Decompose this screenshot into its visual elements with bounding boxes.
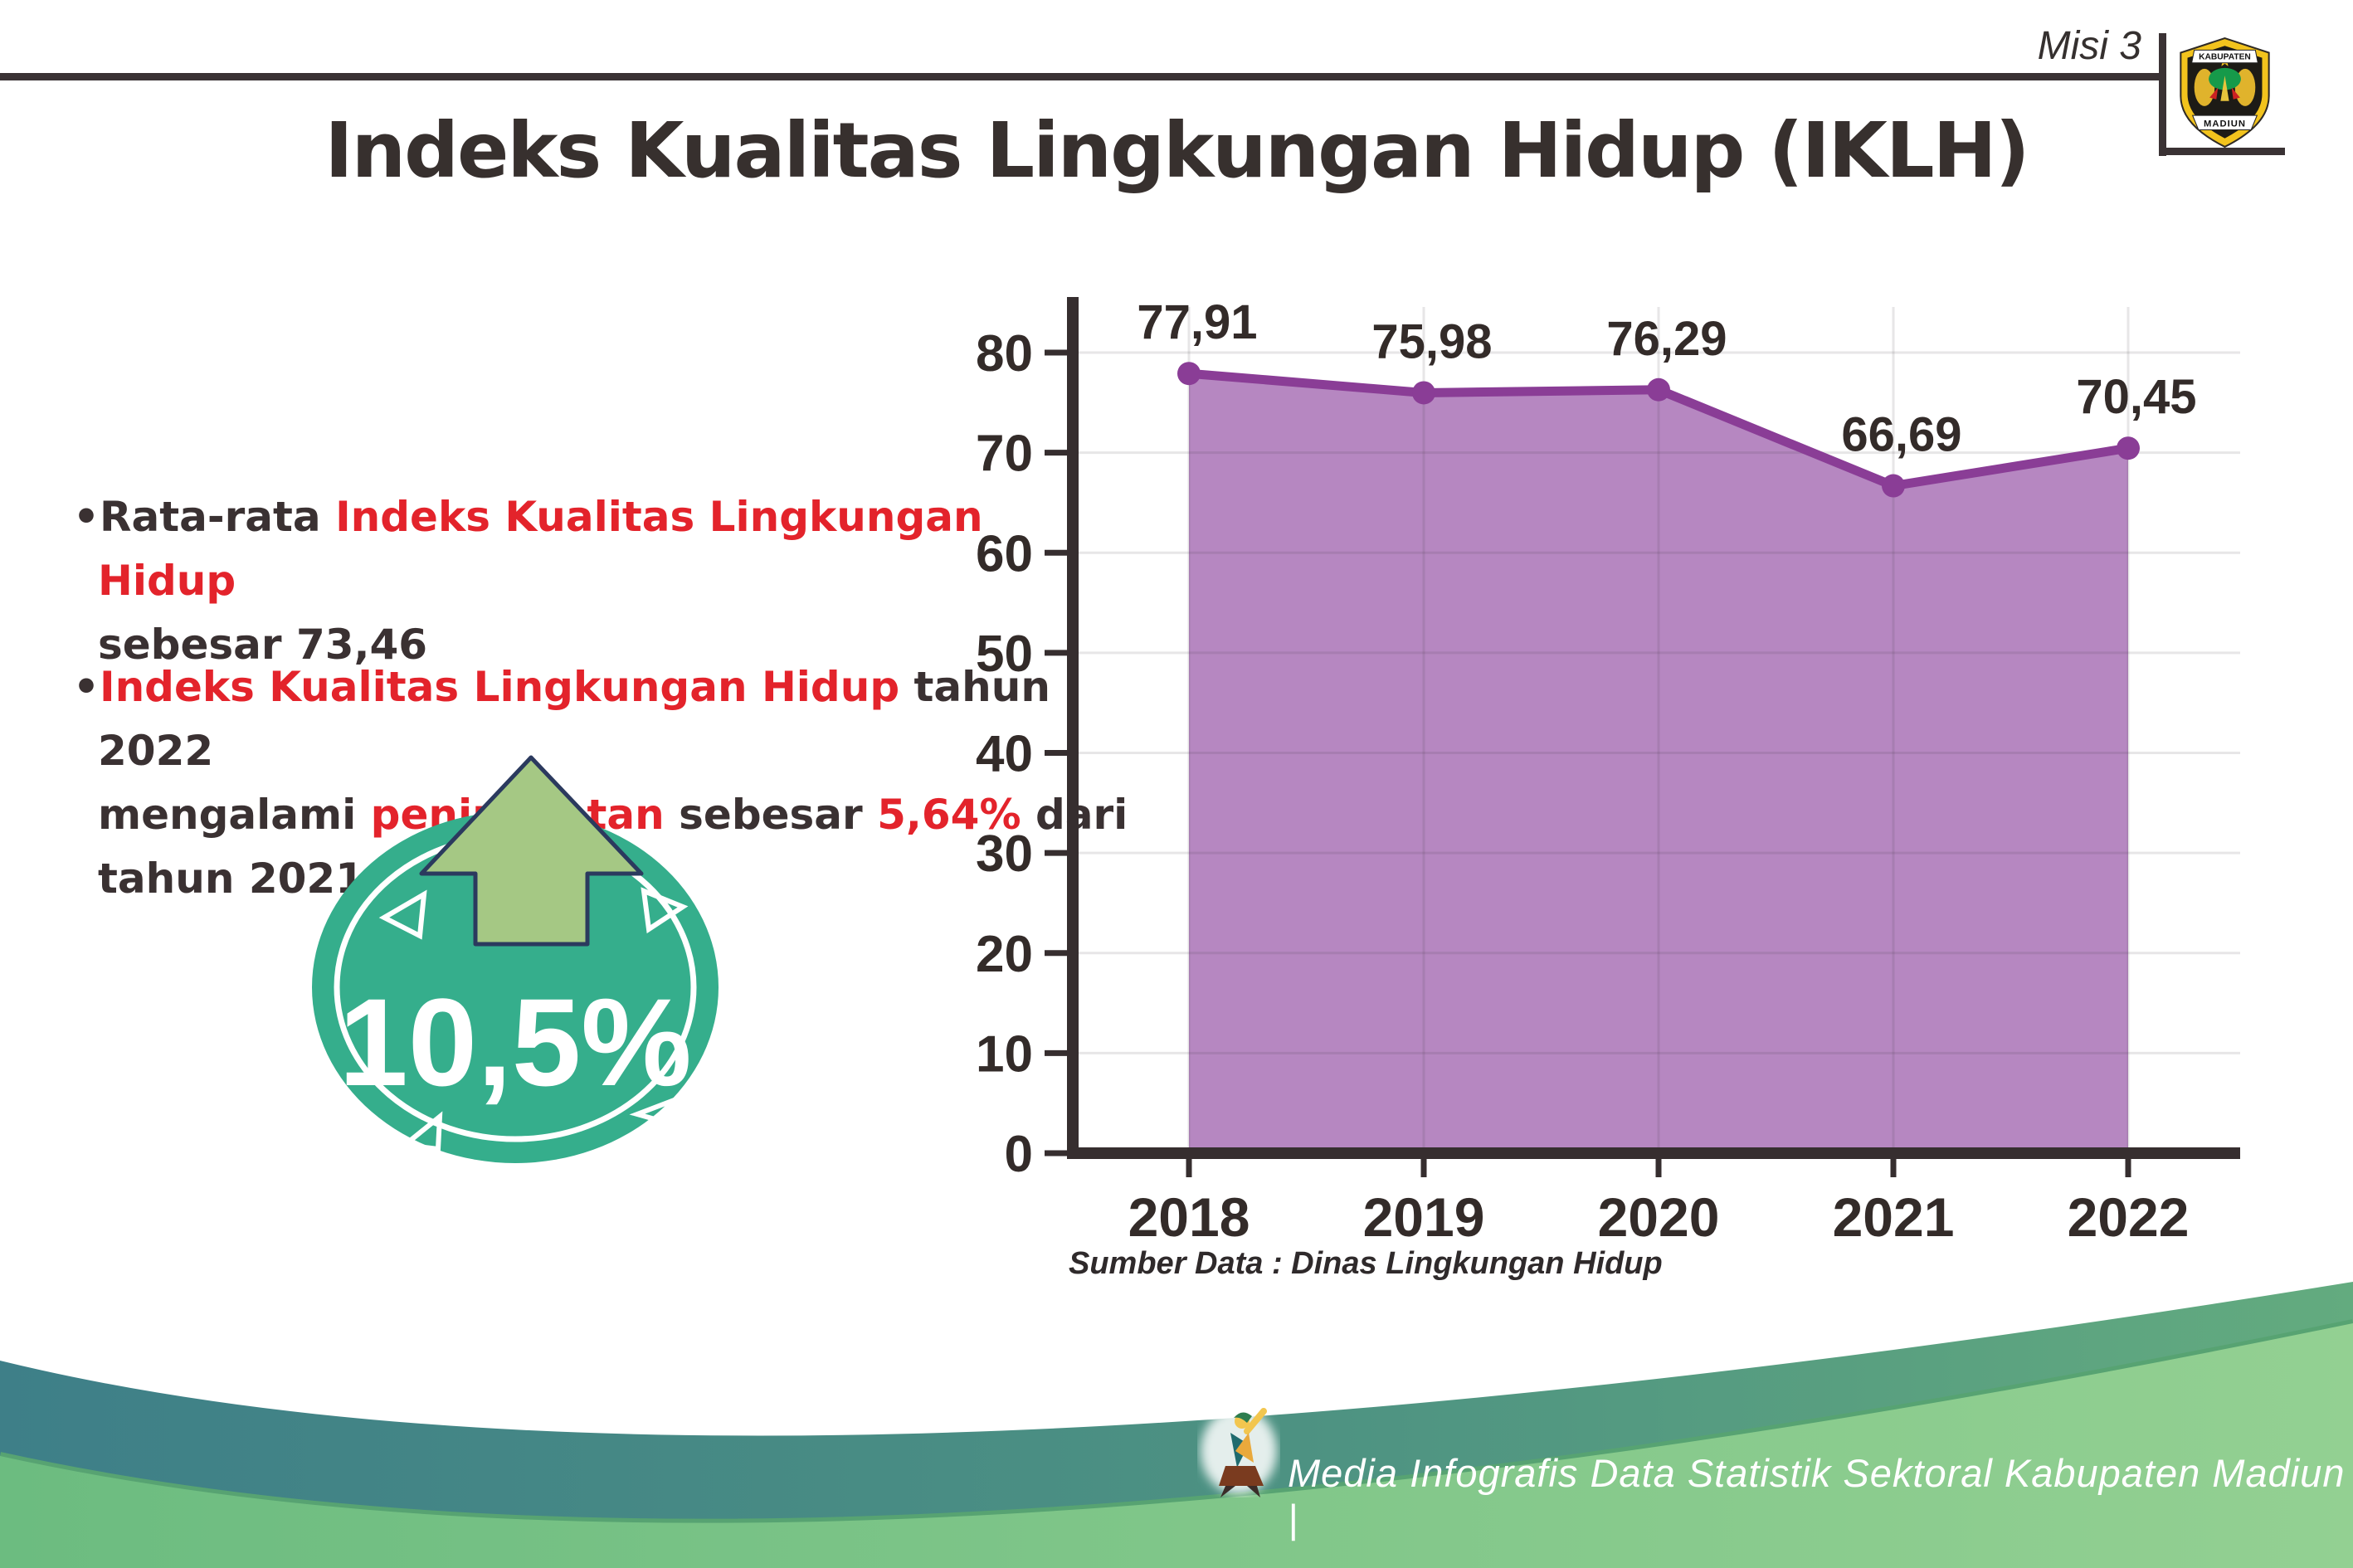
footer-credit: Media Infografis Data Statistik Sektoral… (1288, 1451, 2346, 1541)
x-tick (1186, 1159, 1192, 1177)
footer-waves (0, 1282, 2353, 1568)
y-tick-label: 0 (1005, 1126, 1033, 1183)
data-value-label: 70,45 (2076, 370, 2196, 424)
mascot-leg-left (1220, 1486, 1235, 1497)
badge-accent-triangle (629, 1094, 682, 1128)
x-tick (1890, 1159, 1897, 1177)
x-tick-label: 2021 (1833, 1186, 1955, 1248)
x-tick-label: 2022 (2068, 1186, 2190, 1248)
data-value-label: 66,69 (1841, 408, 1961, 462)
note2-dark-4: dari (1035, 791, 1128, 839)
y-tick-label: 40 (976, 726, 1033, 783)
note2-dark-1: tahun 2022 (98, 663, 1050, 775)
y-tick (1045, 650, 1067, 656)
note1-line2: sebesar 73,46 (98, 621, 428, 669)
note2-red-3: 5,64% (877, 791, 1021, 839)
data-point-marker (1882, 474, 1905, 498)
logo-bottom-banner (2191, 114, 2258, 130)
y-tick (1045, 450, 1067, 456)
x-tick (1420, 1159, 1427, 1177)
up-arrow-icon (419, 755, 644, 947)
y-tick-label: 30 (976, 825, 1033, 883)
note2-dark-2: mengalami (98, 791, 371, 839)
mission-label: Misi 3 (2037, 24, 2141, 68)
note2-red-1: Indeks Kualitas Lingkungan Hidup (99, 663, 900, 711)
green-wave (0, 1323, 2353, 1568)
chart-source: Sumber Data : Dinas Lingkungan Hidup (1069, 1246, 1663, 1281)
note2-dark-3: sebesar (664, 791, 878, 839)
y-tick (1045, 549, 1067, 556)
y-tick (1045, 950, 1067, 957)
note2-dark-5: tahun 2021 (98, 855, 364, 903)
y-tick (1045, 349, 1067, 356)
note1-text-dark: Rata-rata (99, 493, 336, 541)
mascot-arm (1244, 1408, 1267, 1434)
header-rule (0, 73, 2161, 80)
note-average-iklh: •Rata-rata Indeks Kualitas Lingkungan Hi… (73, 485, 1135, 677)
badge-accent-triangle (398, 1111, 443, 1152)
y-tick-label: 10 (976, 1025, 1033, 1083)
logo-top-banner-text: KABUPATEN (2199, 53, 2251, 62)
area-fill (1189, 373, 2128, 1153)
corner-frame-vertical (2159, 33, 2166, 156)
mascot-cap (1234, 1412, 1252, 1423)
x-tick (2125, 1159, 2131, 1177)
y-tick (1045, 750, 1067, 756)
wave-edge-line (0, 1319, 2353, 1527)
x-tick-label: 2019 (1363, 1186, 1485, 1248)
mascot-icon (1201, 1408, 1277, 1497)
y-tick-label: 20 (976, 926, 1033, 983)
logo-red-ribbon-right (2231, 87, 2240, 100)
data-value-label: 77,91 (1137, 295, 1257, 349)
y-tick-label: 50 (976, 626, 1033, 683)
y-tick-label: 60 (976, 525, 1033, 582)
logo-red-ribbon-left (2209, 87, 2219, 100)
y-axis (1067, 297, 1079, 1159)
page-title: Indeks Kualitas Lingkungan Hidup (IKLH) (324, 106, 2029, 195)
logo-trunk (2220, 75, 2229, 101)
logo-bottom-banner-text: MADIUN (2204, 119, 2246, 129)
bullet-icon: • (73, 663, 100, 711)
data-point-marker (1647, 377, 1670, 402)
x-tick (1655, 1159, 1662, 1177)
mascot-skirt (1219, 1466, 1264, 1486)
corner-frame-horizontal (2159, 148, 2285, 155)
data-point-marker (1412, 381, 1435, 405)
increase-badge: 10,5% (312, 755, 719, 1163)
badge-accent-triangle (378, 889, 427, 940)
mascot-torso-yellow (1235, 1433, 1254, 1463)
data-point-marker (2117, 436, 2140, 460)
logo-top-banner (2190, 49, 2258, 64)
data-value-label: 76,29 (1606, 312, 1727, 366)
data-point-marker (1177, 362, 1201, 386)
badge-accent-triangle (641, 887, 689, 934)
x-tick-label: 2020 (1598, 1186, 1720, 1248)
bullet-icon: • (73, 493, 100, 541)
y-tick-label: 80 (976, 325, 1033, 382)
note-increase-iklh: •Indeks Kualitas Lingkungan Hidup tahun … (73, 655, 1135, 911)
y-tick (1045, 850, 1067, 856)
data-value-label: 75,98 (1371, 314, 1492, 368)
iklh-area-chart: 0 10 20 30 40 50 60 70 80 2018 2019 2020 2021 2022 77,… (913, 282, 2307, 1327)
note1-text-red: Indeks Kualitas Lingkungan Hidup (98, 493, 983, 605)
x-axis (1067, 1147, 2240, 1159)
y-tick (1045, 1150, 1067, 1157)
y-tick (1045, 1049, 1067, 1056)
badge-value: 10,5% (339, 972, 691, 1112)
mascot-leg-right (1247, 1486, 1260, 1497)
chart-canvas: 0 10 20 30 40 50 60 70 80 2018 2019 2020 2021 2022 77,… (976, 295, 2240, 1248)
kabupaten-madiun-logo: KABUPATEN MADIUN (2180, 37, 2270, 149)
x-tick-label: 2018 (1128, 1186, 1250, 1248)
y-tick-label: 70 (976, 426, 1033, 483)
